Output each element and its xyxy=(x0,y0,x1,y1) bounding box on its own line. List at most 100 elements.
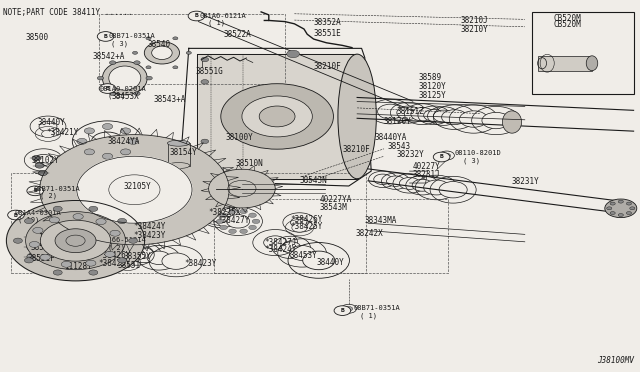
Circle shape xyxy=(424,180,449,195)
Polygon shape xyxy=(6,201,145,281)
Circle shape xyxy=(39,121,57,132)
Circle shape xyxy=(610,202,615,205)
Text: 38551E: 38551E xyxy=(314,29,341,38)
Circle shape xyxy=(29,241,40,247)
Text: B: B xyxy=(33,188,37,193)
Ellipse shape xyxy=(168,163,189,169)
Circle shape xyxy=(97,76,104,80)
Text: S: S xyxy=(106,240,109,246)
Circle shape xyxy=(89,270,98,275)
Circle shape xyxy=(109,61,116,64)
Circle shape xyxy=(188,11,205,21)
Circle shape xyxy=(118,218,127,224)
Circle shape xyxy=(84,128,95,134)
Circle shape xyxy=(627,202,632,205)
Text: 38440Y: 38440Y xyxy=(37,118,65,127)
Circle shape xyxy=(630,207,635,210)
Circle shape xyxy=(227,215,250,228)
Circle shape xyxy=(610,212,615,215)
Circle shape xyxy=(627,212,632,215)
Ellipse shape xyxy=(338,54,376,179)
Text: *38423Y: *38423Y xyxy=(133,231,166,240)
Text: ( 3): ( 3) xyxy=(463,157,480,164)
Text: 38100Y: 38100Y xyxy=(225,133,253,142)
Circle shape xyxy=(201,80,209,84)
Circle shape xyxy=(439,182,467,198)
Text: *38225X: *38225X xyxy=(208,208,241,217)
Text: 38210F: 38210F xyxy=(342,145,370,154)
Circle shape xyxy=(127,250,145,260)
Text: J38100MV: J38100MV xyxy=(596,356,634,365)
Circle shape xyxy=(53,270,62,275)
Circle shape xyxy=(334,306,351,315)
Text: 08B71-0351A: 08B71-0351A xyxy=(354,305,401,311)
Text: 38231J: 38231J xyxy=(413,170,440,179)
Circle shape xyxy=(105,251,115,257)
Circle shape xyxy=(221,84,333,149)
Text: 38551G: 38551G xyxy=(195,67,223,76)
Text: 38551P: 38551P xyxy=(31,243,58,252)
Circle shape xyxy=(201,167,209,171)
Circle shape xyxy=(13,238,22,243)
Circle shape xyxy=(128,138,138,144)
Text: ( 2): ( 2) xyxy=(108,244,125,251)
Circle shape xyxy=(34,154,53,166)
Circle shape xyxy=(97,32,114,41)
Circle shape xyxy=(146,76,152,80)
Circle shape xyxy=(287,50,300,58)
Circle shape xyxy=(162,253,190,269)
Text: 38210J: 38210J xyxy=(461,16,488,25)
Circle shape xyxy=(201,57,209,62)
Text: 32105Y: 32105Y xyxy=(124,182,151,191)
Circle shape xyxy=(32,155,41,161)
Circle shape xyxy=(33,227,43,233)
Text: 38453Y: 38453Y xyxy=(290,251,317,260)
Circle shape xyxy=(240,229,248,234)
Circle shape xyxy=(135,248,153,258)
Circle shape xyxy=(439,151,454,160)
Ellipse shape xyxy=(102,61,147,95)
Text: 38120Y: 38120Y xyxy=(419,82,446,91)
Text: 38151Z: 38151Z xyxy=(397,107,424,116)
Circle shape xyxy=(129,238,138,243)
Text: ( 1): ( 1) xyxy=(360,312,378,319)
Circle shape xyxy=(99,238,116,248)
Circle shape xyxy=(92,132,124,151)
Text: 38125Y: 38125Y xyxy=(419,91,446,100)
Circle shape xyxy=(42,130,54,138)
Circle shape xyxy=(84,149,95,155)
Polygon shape xyxy=(40,135,229,245)
Circle shape xyxy=(143,222,161,233)
Text: ( 10): ( 10) xyxy=(18,217,39,224)
Text: 38232Y: 38232Y xyxy=(397,150,424,159)
Ellipse shape xyxy=(168,140,189,146)
Circle shape xyxy=(147,251,170,264)
Circle shape xyxy=(264,236,287,249)
Circle shape xyxy=(220,225,227,230)
Text: *38424Y: *38424Y xyxy=(133,222,166,231)
Circle shape xyxy=(8,210,24,220)
Circle shape xyxy=(303,251,335,270)
Circle shape xyxy=(40,254,51,260)
Circle shape xyxy=(86,260,96,266)
Circle shape xyxy=(102,124,113,129)
Text: B: B xyxy=(14,212,18,218)
Circle shape xyxy=(291,217,308,228)
Circle shape xyxy=(289,246,315,260)
Text: 38440YA: 38440YA xyxy=(374,133,407,142)
Text: 38453X: 38453X xyxy=(112,92,140,101)
Circle shape xyxy=(186,51,191,54)
Polygon shape xyxy=(77,156,192,223)
Bar xyxy=(214,199,448,273)
Circle shape xyxy=(120,149,131,155)
Circle shape xyxy=(201,139,209,144)
Circle shape xyxy=(443,153,451,158)
Text: 08366-51214: 08366-51214 xyxy=(99,237,146,243)
Circle shape xyxy=(482,112,510,129)
Text: B: B xyxy=(440,154,444,160)
Text: 38522A: 38522A xyxy=(224,30,252,39)
Circle shape xyxy=(61,262,74,269)
Text: 38542+A: 38542+A xyxy=(93,52,125,61)
Circle shape xyxy=(40,220,111,261)
Circle shape xyxy=(378,104,403,119)
